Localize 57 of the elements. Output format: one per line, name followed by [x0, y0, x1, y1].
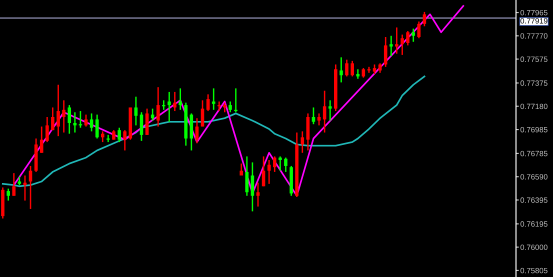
candlestick [340, 56, 343, 84]
candlestick [134, 96, 138, 126]
candlestick [395, 26, 398, 54]
candlestick [145, 108, 149, 136]
candlestick [378, 62, 382, 74]
candlestick [51, 106, 54, 131]
candlestick [245, 156, 249, 197]
candlestick [156, 86, 160, 128]
candlestick [62, 100, 66, 134]
candlestick [100, 130, 104, 143]
candlestick [90, 112, 94, 132]
candlestick [256, 182, 260, 208]
candlestick [40, 126, 44, 154]
candlestick [173, 91, 176, 112]
candlestick [350, 60, 354, 78]
candlestick [228, 100, 232, 113]
candlestick [28, 165, 32, 210]
candlestick [123, 129, 127, 152]
candlestick [400, 34, 404, 56]
candlestick [45, 116, 49, 143]
candlestick [223, 102, 226, 113]
candlestick [95, 114, 99, 140]
candlestick [284, 156, 288, 173]
candlestick [406, 30, 410, 46]
candlestick [262, 156, 266, 187]
candlestick [23, 174, 27, 202]
candlestick [200, 100, 204, 128]
candlestick [118, 127, 121, 143]
candlestick [417, 20, 421, 39]
candlestick [356, 68, 360, 80]
candlestick [272, 156, 276, 173]
candlestick [68, 104, 72, 134]
candlestick [6, 188, 10, 202]
candlestick [267, 159, 271, 185]
candlestick [422, 11, 426, 27]
candlestick [178, 88, 182, 111]
candlestick [190, 112, 194, 152]
candlestick [217, 100, 221, 112]
candlestick [162, 100, 166, 111]
candlestick [140, 112, 144, 142]
candlestick [168, 91, 171, 122]
candlestick [212, 88, 216, 111]
candlestick [12, 172, 16, 197]
candlestick [384, 36, 388, 68]
candlestick [412, 28, 416, 42]
candlestick [250, 162, 254, 212]
candlestick [78, 110, 82, 128]
candlestick [56, 84, 60, 137]
candlestick [312, 106, 316, 125]
candlestick [300, 130, 304, 154]
line-series [13, 5, 464, 197]
candlestick [84, 114, 88, 128]
candlestick [389, 35, 393, 57]
candlestick [206, 94, 210, 112]
candlestick [73, 112, 77, 134]
candlestick [278, 156, 282, 172]
candlestick [345, 59, 348, 78]
